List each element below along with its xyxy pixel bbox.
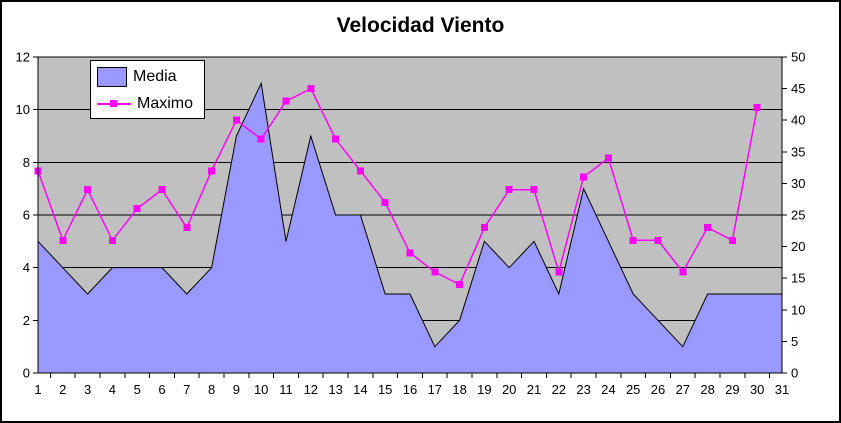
x-axis-tick-label: 11 — [279, 382, 293, 397]
x-axis-tick-label: 9 — [233, 382, 240, 397]
x-axis-tick-label: 25 — [626, 382, 640, 397]
maximo-line-swatch-icon — [97, 99, 131, 108]
x-axis-tick-label: 1 — [34, 382, 41, 397]
x-axis-tick-label: 27 — [676, 382, 690, 397]
right-axis-tick-label: 0 — [791, 366, 798, 381]
x-axis-tick-label: 16 — [403, 382, 417, 397]
x-axis-tick-label: 8 — [208, 382, 215, 397]
legend-label-media: Media — [133, 67, 177, 85]
right-axis-tick-label: 45 — [791, 81, 805, 96]
legend-item-maximo[interactable]: Maximo — [97, 90, 204, 117]
left-axis-tick-label: 4 — [23, 260, 30, 275]
x-axis-tick-label: 24 — [601, 382, 615, 397]
x-axis-tick-label: 14 — [353, 382, 367, 397]
right-axis-tick-label: 15 — [791, 271, 805, 286]
right-axis-tick-label: 5 — [791, 334, 798, 349]
left-axis-tick-label: 12 — [16, 50, 30, 65]
right-axis-tick-label: 30 — [791, 176, 805, 191]
x-axis-tick-label: 4 — [109, 382, 116, 397]
x-axis-tick-label: 28 — [700, 382, 714, 397]
left-axis-tick-label: 10 — [16, 102, 30, 117]
x-axis-tick-label: 2 — [59, 382, 66, 397]
x-axis-tick-label: 3 — [84, 382, 91, 397]
right-axis-tick-label: 20 — [791, 239, 805, 254]
right-axis-tick-label: 40 — [791, 113, 805, 128]
left-axis-tick-label: 8 — [23, 155, 30, 170]
x-axis-tick-label: 10 — [254, 382, 268, 397]
x-axis-tick-label: 5 — [134, 382, 141, 397]
x-axis-tick-label: 7 — [183, 382, 190, 397]
x-axis-tick-label: 18 — [452, 382, 466, 397]
x-axis-tick-label: 15 — [378, 382, 392, 397]
left-axis-tick-label: 0 — [23, 366, 30, 381]
legend-item-media[interactable]: Media — [97, 63, 204, 90]
x-axis-tick-label: 29 — [725, 382, 739, 397]
chart-title: Velocidad Viento — [336, 14, 505, 37]
x-axis-tick-label: 6 — [158, 382, 165, 397]
right-axis-tick-label: 10 — [791, 302, 805, 317]
left-axis-tick-label: 6 — [23, 208, 30, 223]
legend[interactable]: Media Maximo — [90, 60, 205, 119]
x-axis-tick-label: 31 — [775, 382, 789, 397]
left-axis-tick-label: 2 — [23, 313, 30, 328]
x-axis-tick-label: 26 — [651, 382, 665, 397]
x-axis-tick-label: 13 — [328, 382, 342, 397]
x-axis-tick-label: 23 — [576, 382, 590, 397]
x-axis-tick-label: 21 — [527, 382, 541, 397]
x-axis-tick-label: 20 — [502, 382, 516, 397]
x-axis-tick-label: 19 — [477, 382, 491, 397]
right-axis-tick-label: 25 — [791, 208, 805, 223]
right-axis-tick-label: 35 — [791, 144, 805, 159]
x-axis-tick-label: 30 — [750, 382, 764, 397]
right-axis-tick-label: 50 — [791, 50, 805, 65]
x-axis-tick-label: 22 — [552, 382, 566, 397]
legend-label-maximo: Maximo — [137, 94, 194, 112]
x-axis-tick-label: 17 — [428, 382, 442, 397]
media-area-swatch-icon — [97, 66, 127, 87]
maximo-marker-sample — [110, 100, 117, 107]
x-axis-tick-label: 12 — [304, 382, 318, 397]
